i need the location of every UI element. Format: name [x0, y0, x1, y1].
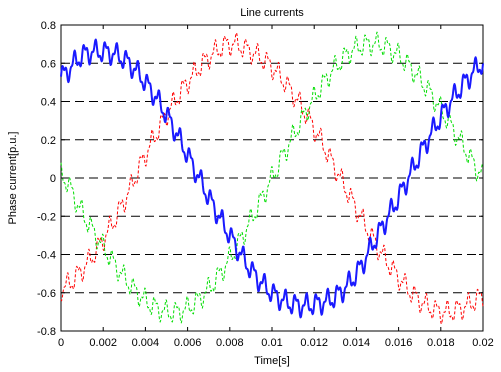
y-tick-label: -0.2: [37, 211, 56, 223]
x-ticks: 0 0.002 0.004 0.006 0.008 0.01 0.012 0.014 0.016…: [58, 25, 494, 349]
y-tick-label: 0.6: [41, 58, 56, 70]
series-line: [60, 32, 484, 325]
y-tick-label: 0: [50, 173, 56, 185]
series-line: [60, 31, 484, 324]
x-tick-label: 0.014: [343, 337, 371, 349]
chart-title: Line currents: [240, 7, 304, 19]
y-ticks: -0.8 -0.6 -0.4 -0.2 0 0.2 0.4 0.6 0.8: [37, 20, 483, 338]
y-axis-label: Phase current[p.u.]: [7, 132, 19, 225]
y-tick-label: 0.4: [41, 97, 56, 109]
series-line: [60, 38, 484, 319]
x-tick-label: 0.02: [472, 337, 493, 349]
y-tick-label: -0.6: [37, 288, 56, 300]
series-group: [60, 31, 484, 325]
x-tick-label: 0.018: [427, 337, 455, 349]
x-tick-label: 0.004: [132, 337, 160, 349]
y-tick-label: 0.2: [41, 135, 56, 147]
y-tick-label: -0.8: [37, 326, 56, 338]
x-tick-label: 0.01: [261, 337, 282, 349]
x-tick-label: 0.016: [385, 337, 413, 349]
x-tick-label: 0.006: [174, 337, 202, 349]
y-tick-label: 0.8: [41, 20, 56, 32]
x-tick-label: 0.002: [89, 337, 117, 349]
x-tick-label: 0: [58, 337, 64, 349]
x-axis-label: Time[s]: [254, 355, 290, 367]
x-tick-label: 0.008: [216, 337, 244, 349]
y-tick-label: -0.4: [37, 250, 56, 262]
x-tick-label: 0.012: [300, 337, 328, 349]
